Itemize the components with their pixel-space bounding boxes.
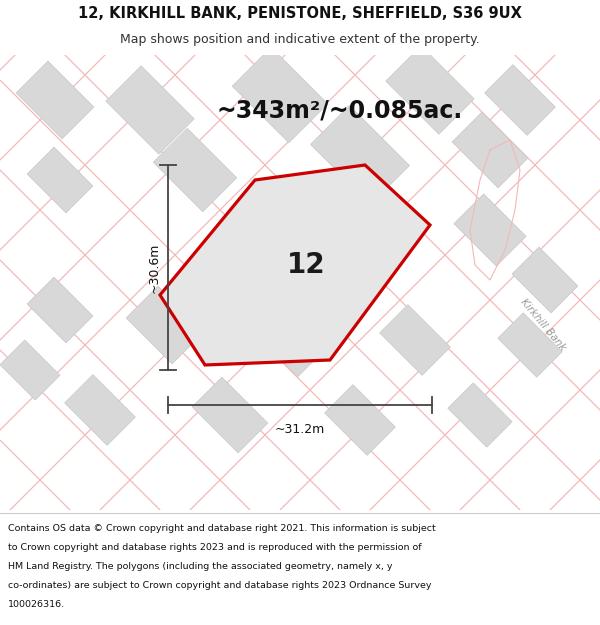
Polygon shape [160, 165, 430, 365]
Text: ~30.6m: ~30.6m [148, 242, 161, 292]
Polygon shape [232, 48, 328, 142]
Text: 12, KIRKHILL BANK, PENISTONE, SHEFFIELD, S36 9UX: 12, KIRKHILL BANK, PENISTONE, SHEFFIELD,… [78, 6, 522, 21]
Polygon shape [192, 377, 268, 453]
Polygon shape [498, 313, 562, 377]
Text: 12: 12 [287, 251, 325, 279]
Polygon shape [325, 384, 395, 456]
Polygon shape [27, 147, 93, 213]
Polygon shape [454, 194, 526, 266]
Text: 100026316.: 100026316. [8, 600, 65, 609]
Polygon shape [248, 293, 332, 377]
Polygon shape [386, 46, 474, 134]
Text: Kirkhill Bank: Kirkhill Bank [518, 297, 568, 353]
Polygon shape [106, 66, 194, 154]
Text: co-ordinates) are subject to Crown copyright and database rights 2023 Ordnance S: co-ordinates) are subject to Crown copyr… [8, 581, 431, 590]
Polygon shape [452, 112, 528, 188]
Text: HM Land Registry. The polygons (including the associated geometry, namely x, y: HM Land Registry. The polygons (includin… [8, 562, 392, 571]
Text: Contains OS data © Crown copyright and database right 2021. This information is : Contains OS data © Crown copyright and d… [8, 524, 436, 532]
Polygon shape [250, 180, 370, 300]
Polygon shape [0, 340, 60, 400]
Polygon shape [311, 106, 409, 204]
Polygon shape [27, 277, 93, 343]
Polygon shape [65, 374, 136, 446]
Polygon shape [448, 383, 512, 447]
Text: ~343m²/~0.085ac.: ~343m²/~0.085ac. [217, 98, 463, 122]
Polygon shape [512, 247, 578, 313]
Polygon shape [485, 64, 556, 136]
Text: to Crown copyright and database rights 2023 and is reproduced with the permissio: to Crown copyright and database rights 2… [8, 542, 421, 552]
Text: ~31.2m: ~31.2m [275, 423, 325, 436]
Text: Map shows position and indicative extent of the property.: Map shows position and indicative extent… [120, 33, 480, 46]
Polygon shape [380, 304, 451, 376]
Polygon shape [16, 61, 94, 139]
Polygon shape [153, 128, 237, 212]
Polygon shape [126, 286, 204, 364]
